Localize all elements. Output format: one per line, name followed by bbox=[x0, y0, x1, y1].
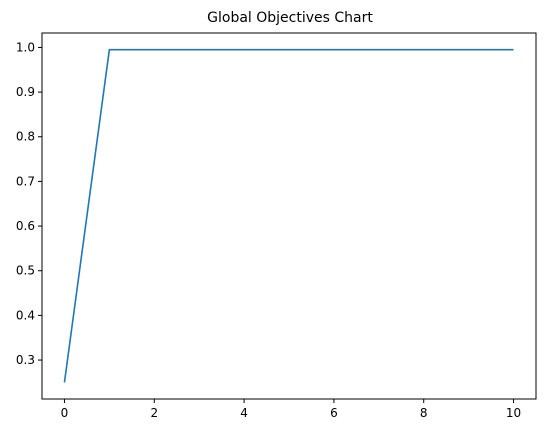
axes-layer bbox=[41, 32, 537, 400]
x-tick-label: 4 bbox=[240, 406, 248, 420]
x-tick-label: 10 bbox=[506, 406, 521, 420]
x-tick-label: 0 bbox=[61, 406, 69, 420]
y-tick-label: 0.4 bbox=[16, 308, 35, 322]
y-tick-label: 0.6 bbox=[16, 219, 35, 233]
ticks-layer: 0 2 4 6 8 10 0.3 0.4 0.5 0.6 0.7 0.8 0.9 1.0 bbox=[16, 40, 521, 420]
chart-title: Global Objectives Chart bbox=[207, 10, 373, 26]
y-tick-label: 0.5 bbox=[16, 264, 35, 278]
x-tick-label: 2 bbox=[150, 406, 158, 420]
y-tick-label: 0.9 bbox=[16, 85, 35, 99]
series-line bbox=[63, 48, 514, 383]
plot-frame bbox=[41, 32, 537, 400]
x-tick-label: 6 bbox=[330, 406, 338, 420]
series-layer bbox=[63, 48, 514, 383]
x-tick-label: 8 bbox=[420, 406, 428, 420]
y-tick-label: 0.8 bbox=[16, 130, 35, 144]
y-tick-label: 0.7 bbox=[16, 174, 35, 188]
y-tick-label: 0.3 bbox=[16, 353, 35, 367]
y-tick-label: 1.0 bbox=[16, 40, 35, 54]
